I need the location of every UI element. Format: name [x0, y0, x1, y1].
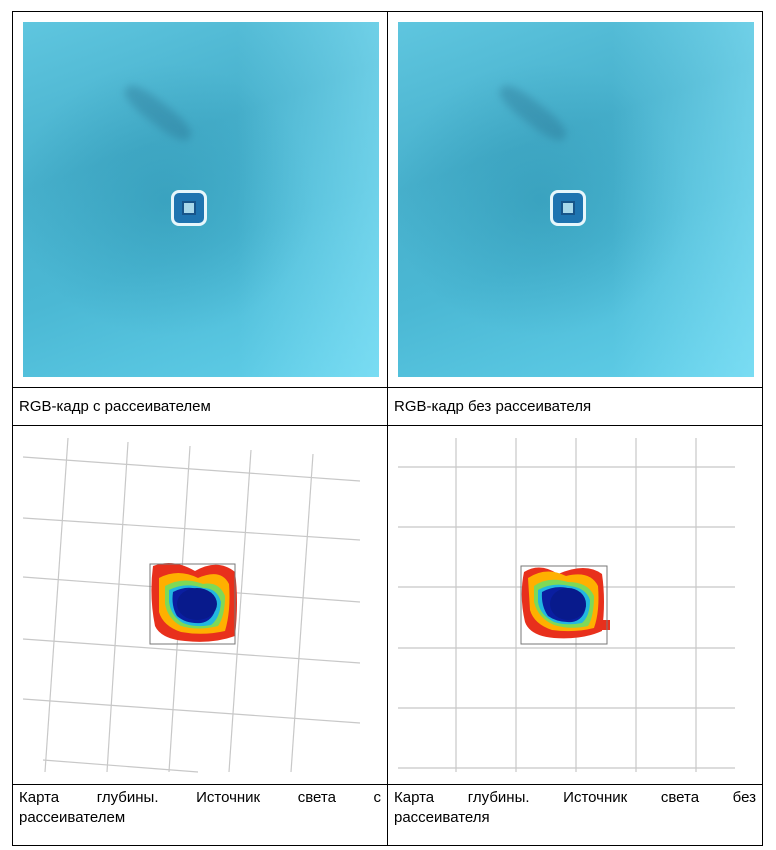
depth-blob	[521, 567, 610, 639]
depth-blob	[151, 562, 237, 642]
depth-map-with-diffuser	[22, 437, 361, 773]
caption-rgb-with: RGB-кадр с рассеивателем	[12, 387, 388, 426]
target-object	[171, 190, 207, 226]
glare	[611, 22, 754, 377]
caption-depth-without: Карта глубины. Источник света без рассеи…	[387, 784, 763, 846]
caption-rgb-without: RGB-кадр без рассеивателя	[387, 387, 763, 426]
figure-table: RGB-кадр с рассеивателем RGB-кадр без ра…	[12, 11, 763, 846]
depth-map-without-diffuser	[398, 438, 735, 772]
target-object	[550, 190, 586, 226]
depth-grid	[398, 438, 735, 772]
caption-depth-with-line2: рассеивателем	[19, 809, 126, 826]
shadow-streak	[119, 79, 197, 147]
rgb-image-with-diffuser	[23, 22, 379, 377]
bounding-box	[520, 565, 608, 645]
depth-without-diffuser-cell	[387, 425, 763, 785]
glare	[236, 22, 379, 377]
shadow-streak	[494, 79, 572, 147]
rgb-with-diffuser-cell	[12, 11, 388, 388]
depth-with-diffuser-cell	[12, 425, 388, 785]
caption-depth-without-line2: рассеивателя	[394, 809, 490, 826]
rgb-image-without-diffuser	[398, 22, 754, 377]
bounding-box	[149, 563, 236, 645]
caption-depth-with: Карта глубины. Источник света с рассеива…	[12, 784, 388, 846]
rgb-without-diffuser-cell	[387, 11, 763, 388]
caption-depth-with-line1: Карта глубины. Источник света с	[19, 789, 381, 806]
caption-depth-without-line1: Карта глубины. Источник света без	[394, 789, 756, 806]
